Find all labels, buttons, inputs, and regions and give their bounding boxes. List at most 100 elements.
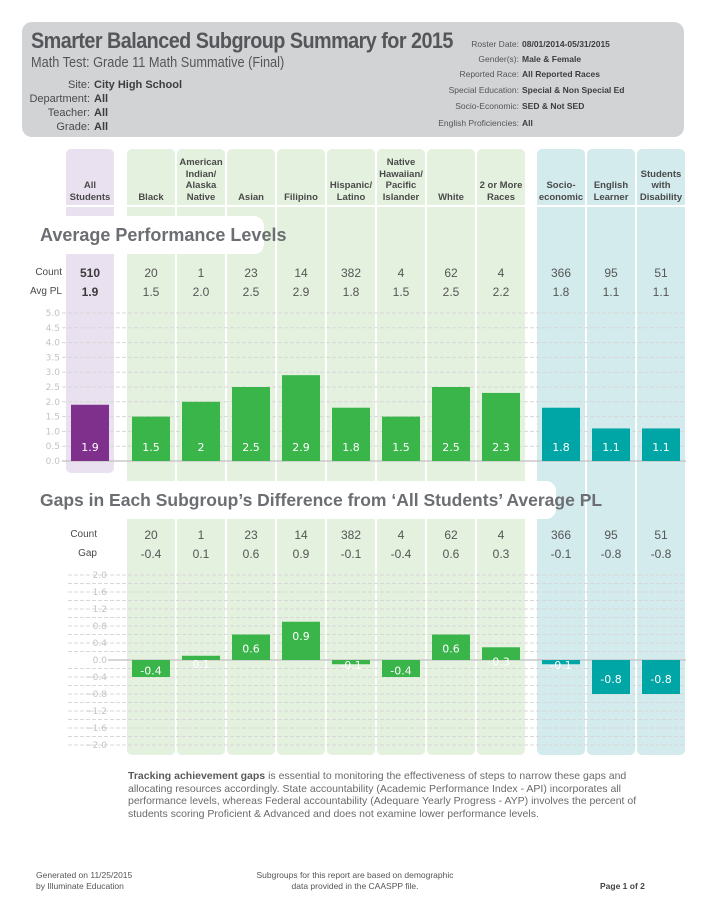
performance-avg-cell: 1.1 (602, 285, 620, 299)
performance-count-cell: 23 (244, 266, 258, 280)
gaps-count-cell: 366 (550, 528, 572, 542)
performance-avg-cell: 2.9 (292, 285, 310, 299)
gaps-gap-cell: -0.8 (600, 547, 622, 561)
gap-y-tick: 1.2 (93, 605, 107, 615)
gap-bar (432, 634, 470, 660)
gap-bar-label: 0.9 (292, 630, 310, 643)
header-separator (477, 205, 525, 207)
column-header-sed: Socio-economic (538, 180, 584, 203)
gap-y-tick: −1.6 (85, 724, 107, 734)
gaps-gap-cell: -0.4 (140, 547, 162, 561)
perf-bar-label: 1.1 (652, 441, 670, 454)
perf-y-tick: 3.0 (46, 368, 61, 378)
gap-bar (132, 660, 170, 677)
gaps-gap-cell: 0.6 (242, 547, 260, 561)
perf-bar-label: 2 (198, 441, 205, 454)
gaps-count-cell: 1 (197, 528, 205, 542)
meta-english-proficiencies: English Proficiencies: All (438, 118, 533, 128)
perf-bar (71, 404, 109, 461)
column-header-nhpi: Native Hawaiian/Pacific Islander (379, 157, 423, 203)
gap-bar (592, 660, 630, 694)
column-header-swd: Students with Disability (639, 168, 683, 203)
performance-count-cell: 62 (444, 266, 458, 280)
gaps-count-cell: 51 (654, 528, 668, 542)
performance-avg-cell: 2.5 (442, 285, 460, 299)
performance-avg-cell: 1.5 (142, 285, 160, 299)
gap-bar (182, 655, 220, 660)
gap-y-tick: 0.8 (93, 622, 108, 632)
perf-bar-label: 2.3 (492, 441, 510, 454)
column-header-filipino: Filipino (284, 191, 318, 203)
perf-bar (132, 416, 170, 461)
header-separator (177, 205, 225, 207)
perf-bar-label: 1.1 (602, 441, 620, 454)
performance-count-cell: 95 (604, 266, 618, 280)
gaps-gap-cell: -0.1 (550, 547, 572, 561)
performance-count-cell: 4 (497, 266, 505, 280)
gaps-gap-cell: 0.1 (192, 547, 210, 561)
gap-y-tick: 0.0 (93, 656, 108, 666)
column-header-all: All Students (69, 180, 111, 203)
column-header-aian: American Indian/Alaska Native (179, 157, 223, 203)
meta-socio-economic: Socio-Economic: SED & Not SED (455, 101, 585, 111)
performance-count-label: Count (35, 267, 62, 278)
column-header-hispanic: Hispanic/Latino (329, 180, 373, 203)
performance-avg-cell: 1.1 (652, 285, 670, 299)
perf-bar (592, 428, 630, 461)
gap-bar-label: 0.6 (242, 643, 260, 656)
gap-y-tick: 1.6 (93, 588, 108, 598)
perf-bar-label: 1.8 (342, 441, 360, 454)
gaps-gap-cell: 0.3 (492, 547, 510, 561)
perf-bar (332, 407, 370, 461)
gaps-heading: Gaps in Each Subgroup’s Difference from … (26, 481, 602, 519)
performance-avg-cell: 1.9 (81, 285, 99, 299)
meta-site: Site: City High School (67, 79, 182, 91)
gaps-count-cell: 382 (340, 528, 362, 542)
note-bold-lead: Tracking achievement gaps (128, 770, 266, 782)
meta-reported-race: Reported Race: All Reported Races (459, 69, 600, 79)
gap-y-tick: −1.2 (85, 707, 107, 717)
gap-bar (642, 660, 680, 694)
column-header-multi: 2 or More Races (479, 180, 523, 203)
perf-bar (482, 392, 520, 461)
gap-bar-label: 0.3 (492, 655, 510, 668)
gaps-count-cell: 14 (294, 528, 308, 542)
meta-special-education: Special Education: Special & Non Special … (448, 85, 625, 95)
report-header: Smarter Balanced Subgroup Summary for 20… (22, 22, 684, 137)
gap-bar-label: -0.4 (390, 665, 411, 678)
perf-bar-label: 2.5 (242, 441, 260, 454)
gap-y-tick: −2.0 (85, 741, 107, 751)
explanatory-note: Tracking achievement gaps is essential t… (128, 770, 648, 820)
gap-bar (542, 660, 580, 665)
performance-count-cell: 20 (144, 266, 158, 280)
gaps-count-cell: 20 (144, 528, 158, 542)
perf-bar-label: 1.5 (142, 441, 160, 454)
perf-bar-label: 2.5 (442, 441, 460, 454)
report-subtitle: Math Test: Grade 11 Math Summative (Fina… (31, 54, 285, 71)
performance-heading: Average Performance Levels (26, 216, 286, 254)
perf-bar-label: 1.9 (81, 441, 99, 454)
gaps-count-label: Count (70, 529, 97, 540)
report-title: Smarter Balanced Subgroup Summary for 20… (31, 28, 453, 53)
performance-avg-cell: 1.5 (392, 285, 410, 299)
header-separator (427, 205, 475, 207)
gaps-gap-label: Gap (78, 548, 97, 559)
gap-y-tick: 0.4 (93, 639, 108, 649)
meta-roster-date: Roster Date: 08/01/2014-05/31/2015 (471, 39, 610, 49)
gaps-gap-cell: 0.9 (292, 547, 310, 561)
performance-count-cell: 1 (197, 266, 205, 280)
gap-bar-label: 0.1 (192, 658, 210, 671)
gaps-count-cell: 62 (444, 528, 458, 542)
perf-bar (382, 416, 420, 461)
gap-bar-label: -0.4 (140, 665, 161, 678)
gap-bar-label: -0.8 (600, 673, 621, 686)
performance-avg-label: Avg PL (29, 286, 62, 297)
meta-teacher: Teacher: All (47, 107, 109, 119)
perf-bar (642, 428, 680, 461)
footer-source: Subgroups for this report are based on d… (256, 870, 454, 891)
performance-count-cell: 510 (79, 266, 101, 280)
perf-y-tick: 3.5 (46, 353, 60, 363)
gap-bar-label: 0.6 (442, 643, 460, 656)
performance-avg-cell: 2.0 (192, 285, 210, 299)
